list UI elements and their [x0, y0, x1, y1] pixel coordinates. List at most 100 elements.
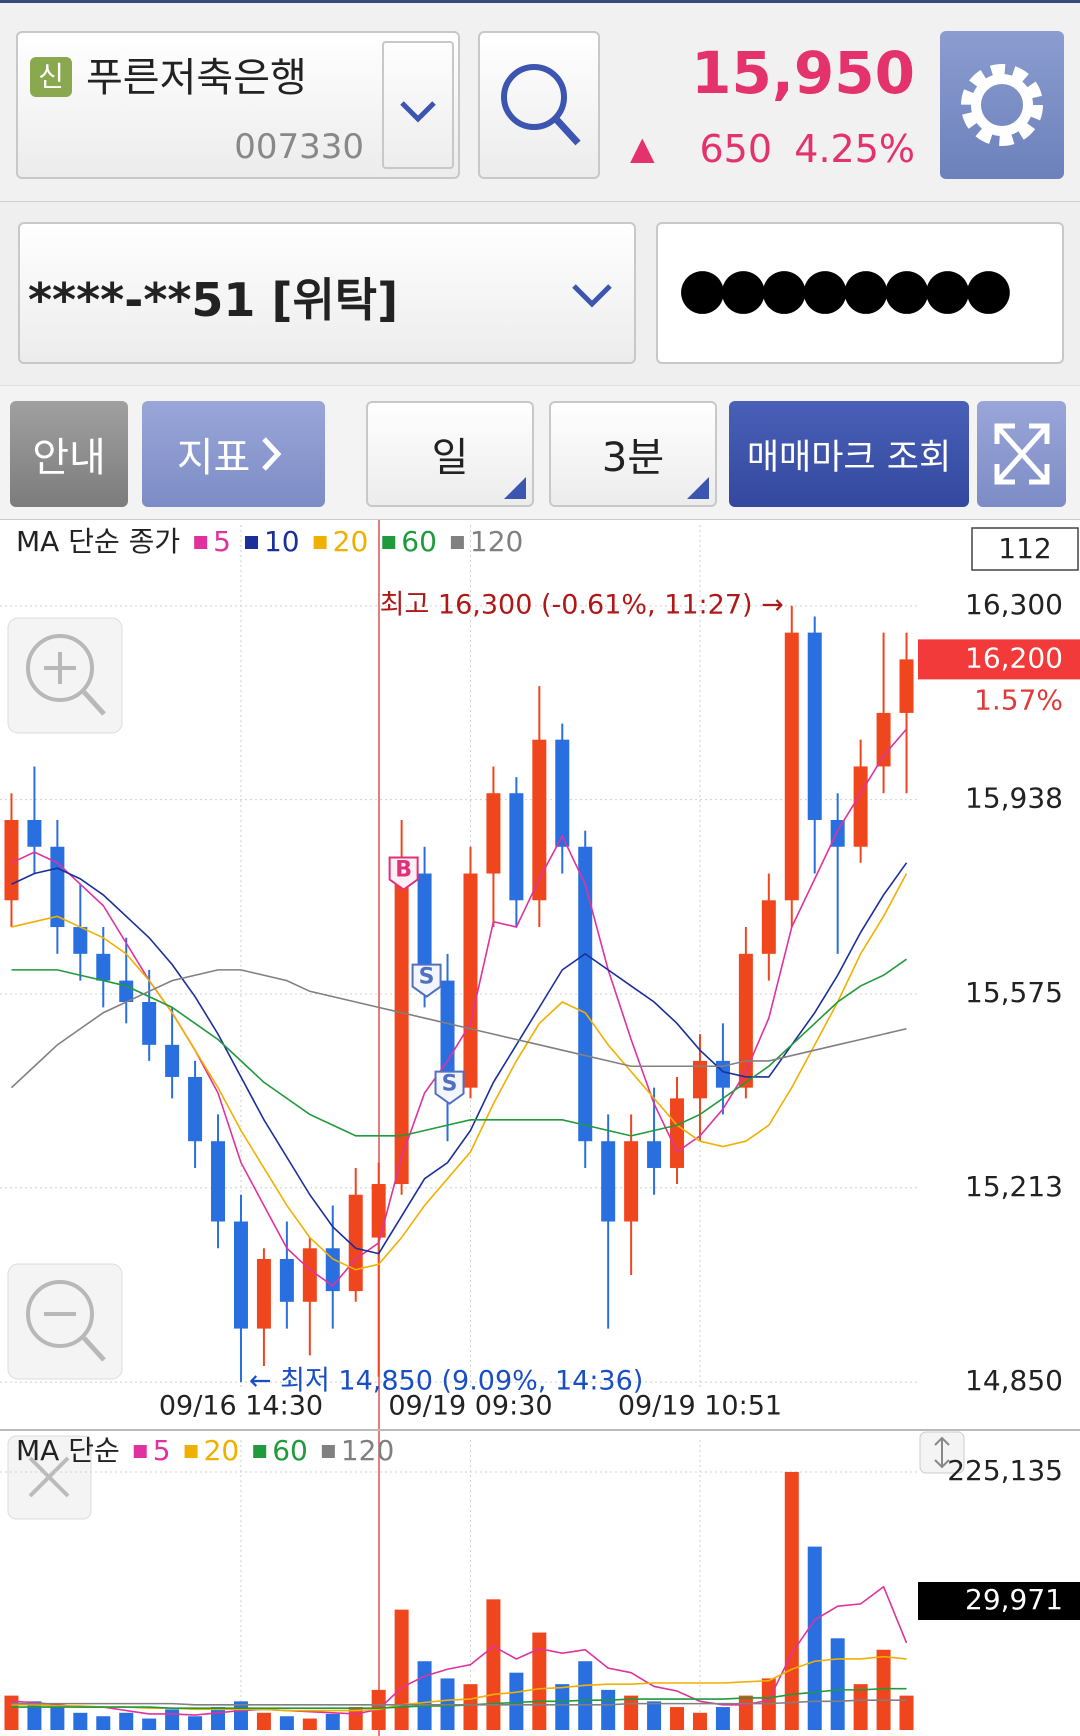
- candle-body: [624, 1141, 639, 1222]
- volume-bar: [899, 1695, 914, 1730]
- candle-body: [692, 1060, 707, 1099]
- volume-bar: [233, 1701, 248, 1730]
- candle-body: [761, 900, 776, 954]
- volume-bar: [27, 1701, 42, 1730]
- change-pct: 4.25%: [794, 127, 915, 171]
- account-number: ****-**51 [위탁]: [28, 273, 399, 327]
- volume-bar: [119, 1712, 134, 1730]
- indicator-button[interactable]: 지표: [142, 401, 325, 507]
- y-tick-label: 15,575: [965, 976, 1063, 1009]
- min-annotation: ← 최저 14,850 (9.09%, 14:36): [249, 1366, 643, 1397]
- volume-bar: [142, 1718, 157, 1730]
- legend-label: 20: [333, 525, 369, 558]
- candle-body: [119, 980, 134, 1003]
- volume-bar: [4, 1695, 19, 1730]
- candle-body: [853, 766, 868, 847]
- volume-bar: [807, 1546, 822, 1730]
- guide-button[interactable]: 안내: [10, 401, 128, 507]
- password-field[interactable]: ●●●●●●●●: [656, 222, 1064, 364]
- zoom-out[interactable]: [7, 1263, 123, 1380]
- candle-body: [73, 927, 88, 954]
- trade-marker: [434, 1070, 465, 1105]
- toolbar: 안내 지표 일 3분 매매마크 조회: [0, 385, 1080, 520]
- candle-body: [279, 1258, 294, 1302]
- price: 15,950: [691, 39, 915, 107]
- expand-button[interactable]: [977, 401, 1066, 507]
- candle-body: [440, 980, 455, 1088]
- legend-swatch: [244, 536, 258, 549]
- candle-body: [348, 1194, 363, 1292]
- candle-body: [417, 873, 432, 981]
- badge: 신: [30, 57, 72, 97]
- volume-bar: [784, 1471, 799, 1730]
- candle-body: [509, 793, 524, 901]
- legend-title: MA 단순 종가: [16, 525, 180, 558]
- candle-body: [394, 873, 409, 1185]
- candle-body: [899, 659, 914, 713]
- ma-line: [10, 969, 907, 1089]
- volume-ma-line: [11, 1585, 908, 1716]
- current-volume: 29,971: [965, 1583, 1063, 1616]
- volume-bar: [647, 1701, 662, 1730]
- legend-label: 120: [470, 525, 523, 558]
- volume-bar: [73, 1712, 88, 1730]
- legend-label: 20: [204, 1434, 240, 1467]
- dropdown[interactable]: [382, 41, 454, 169]
- volume-bar: [670, 1707, 685, 1730]
- volume-bar: [509, 1672, 524, 1730]
- volume-bar: [830, 1638, 845, 1730]
- y-tick-label: 15,938: [965, 782, 1063, 815]
- trade-marker-label: S: [442, 1072, 458, 1097]
- current-volume-tag: [918, 1582, 1080, 1620]
- volume-bar: [532, 1632, 547, 1730]
- count: 112: [998, 532, 1051, 565]
- stock-code: 007330: [234, 127, 364, 167]
- y-tick-label: 225,135: [947, 1454, 1063, 1487]
- change-arrow: ▲: [630, 129, 655, 167]
- zoom-in[interactable]: [7, 617, 123, 734]
- stock-name: 푸른저축은행: [86, 55, 307, 101]
- search-button[interactable]: [478, 31, 600, 179]
- password: ●●●●●●●●: [678, 256, 1013, 321]
- candle-body: [578, 846, 593, 1142]
- candle-body: [4, 819, 19, 901]
- current-price: 16,200: [965, 641, 1063, 674]
- period-button[interactable]: 일: [366, 401, 534, 507]
- y-tick-label: 14,850: [965, 1364, 1063, 1397]
- candle-body: [555, 739, 570, 847]
- candle-body: [876, 712, 891, 767]
- candle-body: [830, 819, 845, 847]
- x-tick-label: 09/19 09:30: [388, 1391, 552, 1422]
- corner: [687, 477, 709, 499]
- trade-marks-button[interactable]: 매매마크 조회: [729, 401, 969, 507]
- volume-bar: [302, 1718, 317, 1730]
- candle-body: [50, 846, 65, 928]
- ma-line: [11, 873, 908, 1271]
- settings-button[interactable]: [940, 31, 1064, 179]
- candle-body: [165, 1044, 180, 1077]
- legend-label: 5: [213, 525, 231, 558]
- trade-marker: [411, 963, 442, 998]
- stock-selector[interactable]: 신 푸른저축은행 007330: [16, 31, 460, 179]
- legend-swatch: [321, 1445, 335, 1458]
- period-label: 일: [431, 435, 469, 481]
- chevron: [400, 101, 436, 123]
- candle-body: [807, 632, 822, 820]
- x-tick-label: 09/16 14:30: [159, 1391, 323, 1422]
- interval-button[interactable]: 3분: [549, 401, 717, 507]
- y-tick-label: 16,300: [965, 588, 1063, 621]
- y-tick-label: 15,213: [965, 1170, 1063, 1203]
- chevron: [262, 437, 282, 471]
- legend-swatch: [184, 1445, 198, 1458]
- candle-body: [647, 1141, 662, 1168]
- account-selector[interactable]: ****-**51 [위탁]: [18, 222, 636, 364]
- close-volume[interactable]: [7, 1435, 92, 1520]
- candle-body: [325, 1248, 340, 1292]
- gear-icon: [961, 64, 1043, 146]
- resize-handle[interactable]: [919, 1431, 965, 1474]
- volume-bar: [165, 1709, 180, 1730]
- volume-bar: [211, 1707, 226, 1730]
- indicator-label: 지표: [176, 435, 251, 481]
- volume-bar: [417, 1661, 432, 1730]
